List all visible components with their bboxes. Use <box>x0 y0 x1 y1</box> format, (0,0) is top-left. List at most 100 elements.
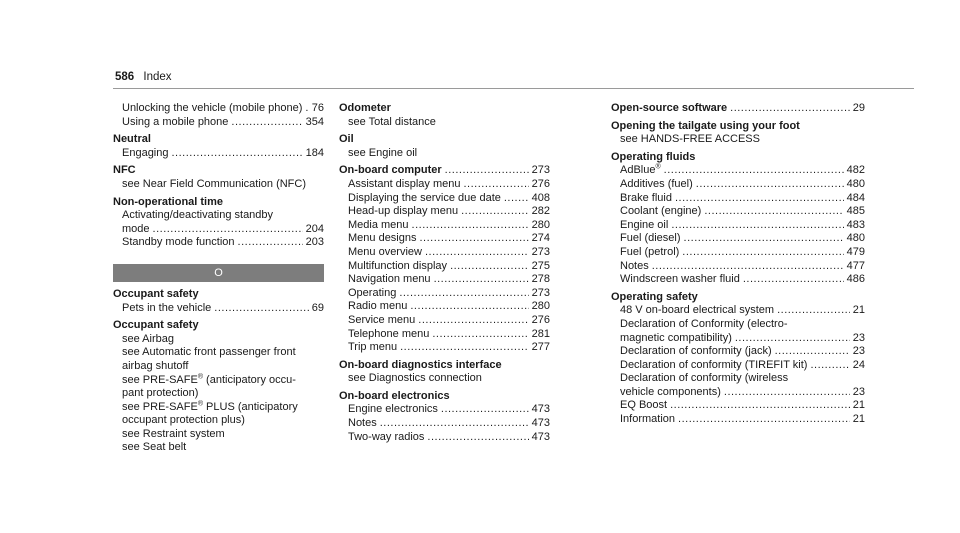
index-entry: Trip menu 277 <box>339 341 550 355</box>
leader-dots <box>675 192 844 206</box>
page-ref: 24 <box>852 358 865 371</box>
page-ref: 482 <box>846 164 865 177</box>
index-entry: Declaration of conformity (jack) 23 <box>611 345 865 359</box>
index-entry: AdBlue® 482 <box>611 164 865 178</box>
page-ref: 23 <box>852 331 865 344</box>
page-ref: 477 <box>846 259 865 272</box>
index-entry: Navigation menu 278 <box>339 273 550 287</box>
leader-dots <box>464 178 529 192</box>
index-entry: see Engine oil <box>339 147 550 161</box>
page-ref: 473 <box>531 417 550 430</box>
leader-dots <box>399 287 528 301</box>
index-entry-text: Notes <box>620 259 649 272</box>
leader-dots <box>238 236 303 250</box>
index-entry-text: Telephone menu <box>348 327 430 340</box>
letter-section-o: O <box>113 263 324 282</box>
index-entry: Head-up display menu 282 <box>339 205 550 219</box>
index-entry: airbag shutoff <box>113 360 324 374</box>
index-entry: Displaying the service due date 408 <box>339 192 550 206</box>
index-entry: vehicle components) 23 <box>611 386 865 400</box>
leader-dots <box>775 345 850 359</box>
index-entry: Assistant display menu 276 <box>339 178 550 192</box>
leader-dots <box>425 246 529 260</box>
index-entry-text: see Engine oil <box>348 146 418 159</box>
index-entry: Declaration of Conformity (electro- <box>611 318 865 332</box>
leader-dots <box>724 386 850 400</box>
index-entry-text: magnetic compatibility) <box>620 331 732 344</box>
index-entry-text: 48 V on-board electrical system <box>620 304 775 317</box>
index-entry-text: Additives (fuel) <box>620 177 693 190</box>
index-heading: Non-operational time <box>113 196 324 210</box>
page-ref: 23 <box>852 345 865 358</box>
page-ref: 276 <box>531 177 550 190</box>
page-ref: 280 <box>531 300 550 313</box>
page-ref: 275 <box>531 259 550 272</box>
page-ref: 479 <box>846 245 865 258</box>
index-heading: Operating fluids <box>611 151 865 165</box>
leader-dots <box>652 260 844 274</box>
index-term: NFC <box>113 164 136 177</box>
page-ref: 273 <box>531 164 550 177</box>
page-ref: 485 <box>846 205 865 218</box>
index-entry-text: see Near Field Communication (NFC) <box>122 177 306 190</box>
index-heading: Opening the tailgate using your foot <box>611 120 865 134</box>
page-ref: 21 <box>852 413 865 426</box>
index-entry-text: Trip menu <box>348 341 398 354</box>
index-entry: Standby mode function 203 <box>113 236 324 250</box>
index-entry-text: vehicle components) <box>620 385 721 398</box>
index-entry: Declaration of conformity (TIREFIT kit) 2… <box>611 359 865 373</box>
leader-dots <box>743 273 844 287</box>
index-entry-text: Assistant display menu <box>348 177 461 190</box>
index-heading: Open-source software 29 <box>611 102 865 116</box>
index-entry: Coolant (engine) 485 <box>611 205 865 219</box>
index-entry-text: Media menu <box>348 218 409 231</box>
page-ref: 486 <box>846 273 865 286</box>
index-heading: Odometer <box>339 102 550 116</box>
index-entry: Multifunction display 275 <box>339 260 550 274</box>
index-term: Operating safety <box>611 290 698 303</box>
index-entry-text: Coolant (engine) <box>620 205 702 218</box>
index-entry-text: Two-way radios <box>348 430 425 443</box>
page-ref: 484 <box>846 191 865 204</box>
index-entry: Telephone menu 281 <box>339 328 550 342</box>
index-entry-text: Using a mobile phone <box>122 115 229 128</box>
index-entry-text: mode <box>122 222 150 235</box>
index-entry-text: Unlocking the vehicle (mobile phone) <box>122 102 303 114</box>
leader-dots <box>671 219 843 233</box>
leader-dots <box>810 359 849 373</box>
index-entry-text: see PRE-SAFE® (anticipatory occu- <box>122 372 296 386</box>
leader-dots <box>684 232 844 246</box>
index-heading: On-board computer 273 <box>339 164 550 178</box>
index-entry: EQ Boost 21 <box>611 399 865 413</box>
index-entry: see Seat belt <box>113 441 324 455</box>
index-column-2: Odometer see Total distance Oil see Engine … <box>339 102 550 444</box>
page-number: 586 <box>115 71 135 83</box>
index-entry: Additives (fuel) 480 <box>611 178 865 192</box>
index-term: Non-operational time <box>113 195 224 208</box>
index-entry: Radio menu 280 <box>339 300 550 314</box>
index-entry: mode 204 <box>113 223 324 237</box>
index-entry-text: Radio menu <box>348 300 408 313</box>
page-ref: 473 <box>531 430 550 443</box>
page-ref: 473 <box>531 403 550 416</box>
index-entry: Information 21 <box>611 413 865 427</box>
index-term: On-board computer <box>339 164 442 177</box>
index-entry: Using a mobile phone 354 <box>113 116 324 130</box>
page-ref: 203 <box>305 236 324 249</box>
index-entry-text: Declaration of Conformity (electro- <box>620 317 788 330</box>
index-entry: Operating 273 <box>339 287 550 301</box>
index-entry: see Total distance <box>339 116 550 130</box>
index-entry: Menu overview 273 <box>339 246 550 260</box>
page-ref: 23 <box>852 385 865 398</box>
index-entry: Declaration of conformity (wireless <box>611 372 865 386</box>
page-ref: 21 <box>852 399 865 412</box>
page-ref: 273 <box>531 286 550 299</box>
page-ref: 204 <box>305 222 324 235</box>
index-entry: Engine electronics 473 <box>339 403 550 417</box>
index-entry: see HANDS-FREE ACCESS <box>611 133 865 147</box>
index-entry-text: Brake fluid <box>620 191 672 204</box>
index-entry-text: Operating <box>348 286 397 299</box>
leader-dots <box>735 332 850 346</box>
leader-dots <box>504 192 529 206</box>
index-entry: Pets in the vehicle 69 <box>113 302 324 316</box>
